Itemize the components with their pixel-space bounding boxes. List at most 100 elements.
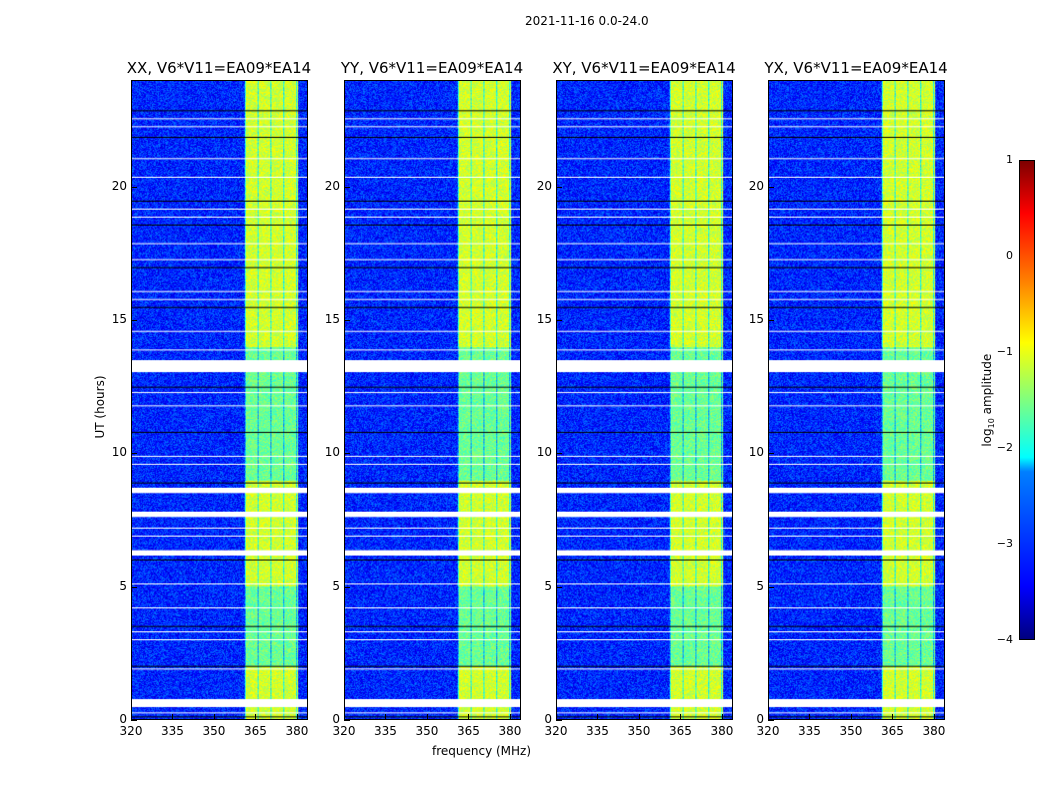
y-tick [768,586,774,588]
x-tick [385,714,387,720]
y-tick [768,720,774,721]
panel-title: YY, V6*V11=EA09*EA14 [340,59,524,77]
heatmap-image [769,81,944,719]
y-tick [344,720,350,721]
y-tick [556,186,562,188]
spectrogram-panel [556,80,733,720]
x-tick-label: 320 [756,724,780,738]
x-tick [509,714,511,720]
colorbar-tick-label: −3 [996,537,1013,550]
spectrogram-panel [768,80,945,720]
x-tick [255,714,257,720]
y-tick [768,320,774,321]
y-tick-label: 10 [324,445,340,460]
y-tick [556,453,562,455]
y-tick-label: 10 [536,445,552,460]
x-tick [809,714,811,720]
y-tick [131,453,137,455]
x-tick-label: 365 [881,724,904,738]
y-tick [344,453,350,455]
y-tick [131,586,137,588]
y-tick-label: 20 [111,178,127,193]
y-tick [131,320,137,321]
y-tick-label: 15 [324,312,340,326]
x-tick [426,714,428,720]
y-tick [556,320,562,321]
y-tick [131,720,137,721]
heatmap-image [132,81,307,719]
colorbar-tick-label: 0 [1006,249,1013,262]
heatmap-image [557,81,732,719]
x-tick-label: 335 [586,724,609,738]
y-tick-label: 10 [111,445,127,460]
y-tick-label: 5 [544,578,552,593]
y-tick [768,186,774,188]
x-axis-label: frequency (MHz) [432,744,532,758]
x-tick [344,714,345,720]
y-tick [768,453,774,455]
y-tick [344,186,350,188]
x-tick [172,714,174,720]
spectrogram-panel [131,80,308,720]
y-tick [344,320,350,321]
x-tick [933,714,935,720]
y-tick-label: 20 [536,178,552,193]
x-tick-label: 320 [119,724,143,738]
x-tick-label: 335 [161,724,184,738]
x-tick-label: 350 [627,724,651,738]
x-tick-label: 365 [669,724,692,738]
y-tick-label: 15 [111,312,127,326]
x-tick [597,714,599,720]
x-tick [850,714,852,720]
colorbar [1019,160,1035,640]
x-tick [213,714,215,720]
y-tick-label: 5 [756,578,764,593]
x-tick [296,714,298,720]
y-tick-label: 0 [332,712,340,726]
x-tick-label: 365 [244,724,267,738]
x-tick [680,714,682,720]
x-tick-label: 320 [544,724,568,738]
x-tick [556,714,557,720]
x-tick [892,714,894,720]
panel-title: XX, V6*V11=EA09*EA14 [126,59,312,77]
x-tick-label: 350 [415,724,439,738]
y-tick [131,186,137,188]
colorbar-tick-label: −4 [996,633,1013,646]
colorbar-tick-label: −2 [996,441,1013,454]
x-tick-label: 320 [332,724,356,738]
x-tick-label: 380 [710,724,734,738]
x-tick-label: 335 [798,724,821,738]
panel-title: XY, V6*V11=EA09*EA14 [552,59,736,77]
x-tick [468,714,470,720]
suptitle: 2021-11-16 0.0-24.0 [525,14,649,28]
y-tick-label: 10 [748,445,764,460]
y-tick-label: 15 [748,312,764,326]
x-tick-label: 365 [457,724,480,738]
colorbar-tick-label: −1 [996,345,1013,358]
heatmap-image [345,81,520,719]
y-tick-label: 0 [119,712,127,726]
y-tick [556,720,562,721]
y-tick-label: 0 [756,712,764,726]
y-tick-label: 15 [536,312,552,326]
y-tick-label: 20 [324,178,340,193]
x-tick [768,714,769,720]
y-tick-label: 5 [332,578,340,593]
x-tick-label: 380 [285,724,309,738]
spectrogram-panel [344,80,521,720]
colorbar-label: log10 amplitude [979,353,997,447]
x-tick-label: 380 [922,724,946,738]
x-tick-label: 350 [202,724,226,738]
x-tick [721,714,723,720]
y-tick-label: 0 [544,712,552,726]
x-tick-label: 335 [374,724,397,738]
y-tick [344,586,350,588]
y-axis-label: UT (hours) [93,375,107,439]
y-tick [556,586,562,588]
x-tick-label: 350 [839,724,863,738]
x-tick-label: 380 [498,724,522,738]
panel-title: YX, V6*V11=EA09*EA14 [764,59,948,77]
x-tick [638,714,640,720]
